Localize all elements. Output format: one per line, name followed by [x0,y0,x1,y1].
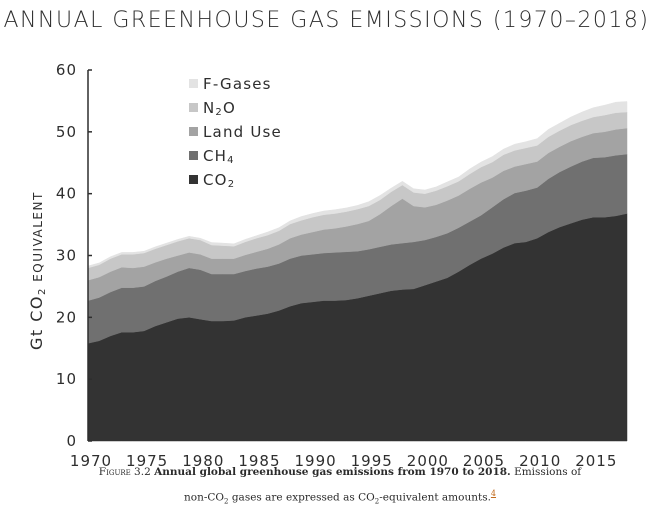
caption-text-1: Emissions of [514,466,582,478]
y-tick-label: 20 [56,308,77,326]
ylabel-rest: EQUIVALENT [31,191,45,287]
legend-swatch [189,127,198,136]
footnote-link[interactable]: 4 [490,489,497,498]
x-tick-label: 1990 [294,452,336,470]
y-tick-label: 10 [56,370,77,388]
y-tick-label: 60 [56,61,77,79]
x-tick-label: 1995 [351,452,393,470]
x-tick-label: 2010 [519,452,561,470]
y-axis-label-text: Gt CO2 EQUIVALENT [27,191,48,350]
legend-item-land-use: Land Use [189,123,282,141]
caption-text-2b: gases are expressed as CO [228,491,375,504]
legend: F-Gases N2O Land Use CH4 CO2 [189,75,282,190]
x-tick-label: 1970 [70,452,112,470]
caption-bold: Annual global greenhouse gas emissions f… [154,466,511,478]
axes: 0 10 20 30 40 50 60 1970 1975 1980 1985 1990 1995 200… [56,61,617,470]
caption-sub-1: 2 [224,497,229,506]
y-axis-label: Gt CO2 EQUIVALENT [27,191,48,350]
x-tick-label: 2000 [407,452,449,470]
chart-title: ANNUAL GREENHOUSE GAS EMISSIONS (1970–20… [3,8,650,33]
caption-line-1: Figure 3.2 Annual global greenhouse gas … [60,462,620,483]
legend-swatch [189,103,198,112]
legend-label: N2O [203,99,236,118]
legend-swatch [189,79,198,88]
ylabel-main: Gt CO [27,295,46,350]
legend-swatch [189,151,198,160]
y-tick-label: 50 [56,123,77,141]
x-tick-label: 2005 [463,452,505,470]
x-tick-label: 1975 [126,452,168,470]
legend-item-ch4: CH4 [189,147,235,166]
legend-item-n2o: N2O [189,99,236,118]
area-f-gases [87,101,628,269]
ylabel-sub: 2 [37,287,48,295]
caption-sub-2: 2 [374,497,380,506]
figure-label: Figure 3.2 [98,466,151,478]
legend-label: CO2 [203,171,235,190]
legend-label: F-Gases [203,75,272,93]
legend-item-f-gases: F-Gases [189,75,272,93]
caption-text-2a: non-CO [183,491,225,504]
legend-label: Land Use [203,123,282,141]
legend-label: CH4 [203,147,235,166]
figure-caption: Figure 3.2 Annual global greenhouse gas … [60,462,620,513]
legend-swatch [189,175,198,184]
legend-item-co2: CO2 [189,171,235,190]
x-tick-label: 1980 [182,452,224,470]
y-tick-label: 30 [56,247,77,265]
area-layers [87,101,628,442]
x-tick-label: 1985 [238,452,280,470]
y-tick-label: 0 [66,432,77,450]
x-tick-label: 2015 [575,452,617,470]
caption-text-2c: -equivalent amounts. [379,491,491,504]
caption-line-2: non-CO2 gases are expressed as CO2-equiv… [60,483,620,513]
y-tick-label: 40 [56,185,77,203]
